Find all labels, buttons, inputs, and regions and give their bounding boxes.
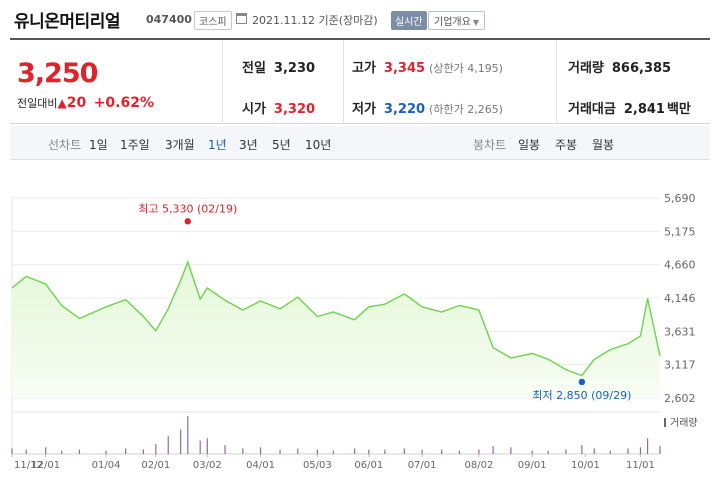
y-tick-label: 3,631 xyxy=(664,325,696,338)
volume: 거래량 866,385 xyxy=(568,57,671,76)
y-tick-label: 4,146 xyxy=(664,292,696,305)
chart-range-bar: 선차트 1일 1주일 3개월 1년 3년 5년 10년 봉차트 일봉 주봉 월봉 xyxy=(10,126,710,160)
prev-close-label: 전일 xyxy=(242,61,266,76)
range-3y[interactable]: 3년 xyxy=(239,138,258,152)
stock-code: 047400 xyxy=(146,13,192,26)
lower-limit: (하한가 2,265) xyxy=(429,103,503,116)
divider xyxy=(222,40,223,124)
change-percent: +0.62% xyxy=(93,95,155,111)
range-10y[interactable]: 10년 xyxy=(305,138,332,152)
x-tick-label: 03/02 xyxy=(193,460,222,471)
range-3m[interactable]: 3개월 xyxy=(165,138,195,152)
range-1y[interactable]: 1년 xyxy=(208,138,227,152)
range-1w[interactable]: 1주일 xyxy=(120,138,150,152)
prev-close: 전일 3,230 xyxy=(242,57,315,76)
candle-weekly[interactable]: 주봉 xyxy=(555,138,578,152)
open-value: 3,320 xyxy=(273,102,316,117)
market-badge: 코스피 xyxy=(194,11,232,30)
calendar-icon xyxy=(236,13,247,24)
divider xyxy=(343,40,344,124)
y-tick-label: 4,660 xyxy=(664,259,696,272)
high-label: 최고 5,330 (02/19) xyxy=(138,202,237,215)
x-tick-label: 12/01 xyxy=(31,460,60,471)
open-label: 시가 xyxy=(242,102,266,117)
amount-unit: 백만 xyxy=(666,102,691,117)
y-tick-label: 5,690 xyxy=(664,192,696,205)
x-tick-label: 07/01 xyxy=(408,460,437,471)
x-tick-label: 11/12 xyxy=(14,460,43,471)
x-tick-label: 06/01 xyxy=(354,460,383,471)
y-tick-label: 2,602 xyxy=(664,392,696,405)
low-price: 저가 3,220 (하한가 2,265) xyxy=(352,98,503,117)
realtime-button[interactable]: 실시간 xyxy=(391,11,427,30)
y-tick-label: 3,117 xyxy=(664,359,696,372)
current-price: 3,250 xyxy=(17,58,98,89)
high-marker xyxy=(184,218,191,225)
price-line xyxy=(11,260,661,377)
candle-daily[interactable]: 일봉 xyxy=(518,138,541,152)
price-area xyxy=(12,262,660,398)
amount-label: 거래대금 xyxy=(568,102,616,117)
trade-amount: 거래대금 2,841 백만 xyxy=(568,98,691,117)
range-1d[interactable]: 1일 xyxy=(89,138,108,152)
stock-header: 유니온머티리얼 047400 코스피 2021.11.12 기준(장마감) 실시… xyxy=(0,0,720,38)
volume-label: 거래량 xyxy=(568,61,604,76)
chart-svg: 5,690 5,175 4,660 4,146 3,631 3,117 2,602 최고 5,… xyxy=(11,192,698,471)
up-arrow-icon: ▲ xyxy=(57,96,67,110)
base-date: 2021.11.12 기준(장마감) xyxy=(252,14,378,27)
divider xyxy=(556,40,557,124)
x-tick-label: 09/01 xyxy=(518,460,547,471)
low-label: 최저 2,850 (09/29) xyxy=(532,389,631,402)
candle-monthly[interactable]: 월봉 xyxy=(592,138,615,152)
range-5y[interactable]: 5년 xyxy=(272,138,291,152)
high-label: 고가 xyxy=(352,61,376,76)
x-tick-label: 10/01 xyxy=(571,460,600,471)
line-chart-title: 선차트 xyxy=(48,138,82,152)
price-panel: 3,250 전일대비▲20 +0.62% 전일 3,230 시가 3,320 고가 3… xyxy=(10,38,710,124)
x-tick-label: 11/01 xyxy=(626,460,655,471)
low-label: 저가 xyxy=(352,102,376,117)
y-tick-label: 5,175 xyxy=(664,225,696,238)
company-overview-label: 기업개요 xyxy=(434,17,471,28)
company-overview-button[interactable]: 기업개요 ▼ xyxy=(428,11,485,30)
x-tick-label: 02/01 xyxy=(141,460,170,471)
change-value: 20 xyxy=(66,95,87,111)
low-value: 3,220 xyxy=(383,102,426,117)
x-tick-label: 01/04 xyxy=(92,460,121,471)
chevron-down-icon: ▼ xyxy=(472,18,479,27)
open-price: 시가 3,320 xyxy=(242,98,315,117)
candle-chart-title: 봉차트 xyxy=(473,138,507,152)
volume-value: 866,385 xyxy=(611,61,672,76)
price-change: 전일대비▲20 +0.62% xyxy=(17,95,154,111)
x-tick-label: 04/01 xyxy=(246,460,275,471)
x-tick-label: 08/02 xyxy=(465,460,494,471)
amount-value: 2,841 xyxy=(623,102,665,117)
change-label: 전일대비 xyxy=(17,97,58,110)
volume-legend-mark xyxy=(664,418,666,427)
upper-limit: (상한가 4,195) xyxy=(429,62,503,75)
prev-close-value: 3,230 xyxy=(273,61,316,76)
price-chart: 5,690 5,175 4,660 4,146 3,631 3,117 2,602 최고 5,… xyxy=(0,182,720,488)
volume-label: 거래량 xyxy=(670,417,698,429)
high-price: 고가 3,345 (상한가 4,195) xyxy=(352,57,503,76)
low-marker xyxy=(578,378,586,386)
x-tick-label: 05/03 xyxy=(303,460,332,471)
stock-name: 유니온머티리얼 xyxy=(14,12,120,32)
high-value: 3,345 xyxy=(383,61,426,76)
